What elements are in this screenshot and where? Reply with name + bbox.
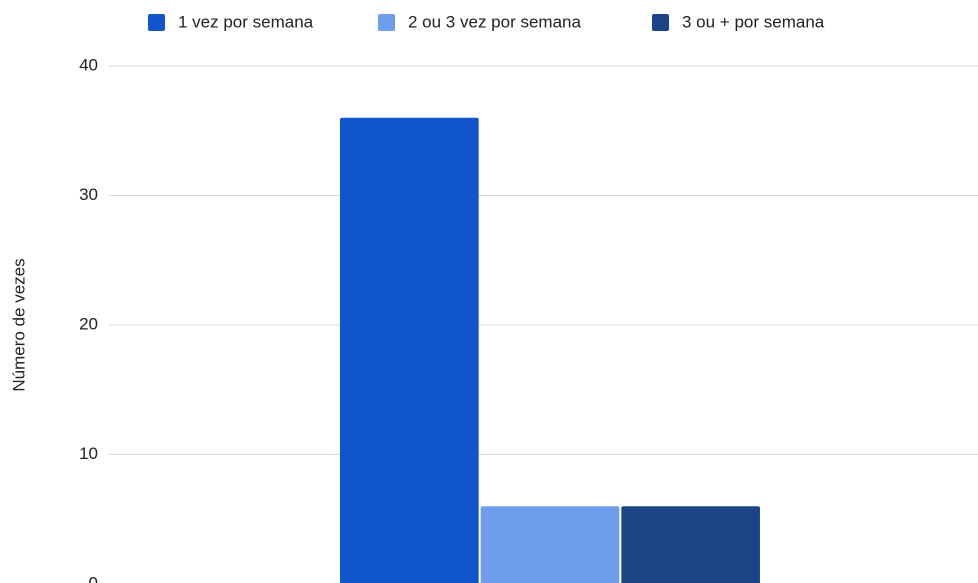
legend-label: 2 ou 3 vez por semana	[408, 12, 581, 31]
y-tick-label: 40	[79, 55, 98, 74]
legend-swatch	[148, 14, 165, 31]
y-tick-label: 20	[79, 314, 98, 333]
y-tick-label: 0	[89, 573, 98, 583]
legend-swatch	[378, 14, 395, 31]
y-axis-label: Número de vezes	[9, 258, 28, 391]
y-tick-label: 10	[79, 444, 98, 463]
bar	[621, 506, 760, 583]
bar	[340, 117, 479, 583]
legend-swatch	[652, 14, 669, 31]
legend-label: 1 vez por semana	[178, 12, 314, 31]
bar	[480, 506, 620, 583]
legend-label: 3 ou + por semana	[682, 12, 825, 31]
y-tick-label: 30	[79, 185, 98, 204]
